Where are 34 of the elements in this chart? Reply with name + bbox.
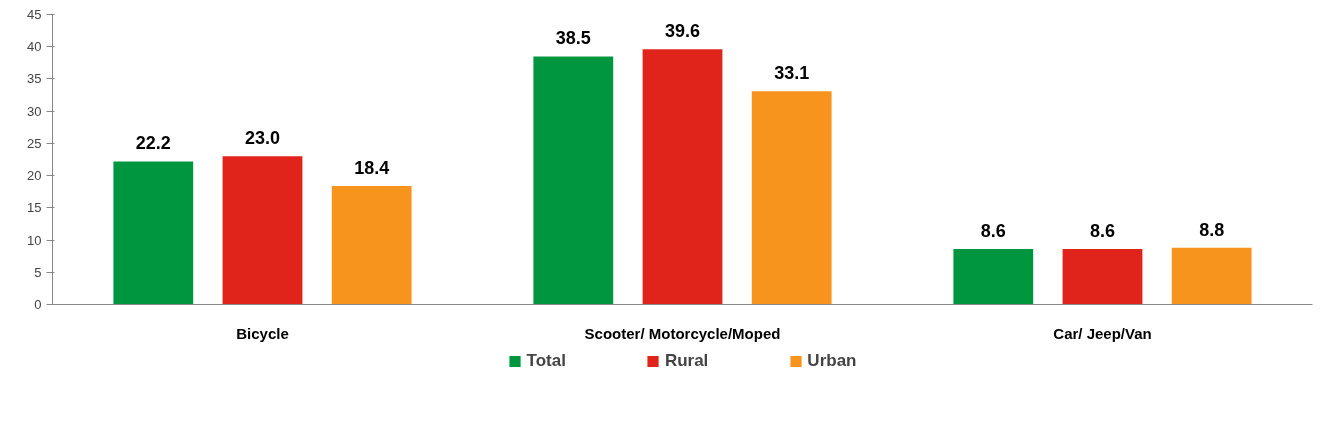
bar bbox=[1062, 249, 1143, 305]
y-tick-label: 30 bbox=[27, 103, 42, 119]
data-label: 38.5 bbox=[555, 28, 591, 49]
y-tick-label: 45 bbox=[27, 7, 42, 22]
bar bbox=[751, 91, 832, 305]
data-label: 8.8 bbox=[1199, 219, 1225, 240]
y-tick-label: 25 bbox=[27, 135, 42, 151]
legend-label: Total bbox=[526, 351, 566, 371]
bar bbox=[1171, 247, 1252, 305]
y-tick-label: 0 bbox=[34, 297, 42, 312]
data-label: 33.1 bbox=[774, 63, 810, 84]
legend-label: Urban bbox=[807, 351, 857, 371]
data-label: 8.6 bbox=[1089, 221, 1116, 242]
bar bbox=[113, 161, 194, 305]
y-tick-label: 40 bbox=[27, 39, 42, 55]
x-tick-label: Car/ Jeep/Van bbox=[1053, 324, 1152, 342]
bar bbox=[953, 249, 1034, 305]
y-tick-label: 10 bbox=[27, 232, 42, 248]
y-tick-label: 20 bbox=[27, 168, 42, 184]
y-tick-label: 5 bbox=[34, 264, 42, 280]
bar bbox=[222, 156, 303, 305]
y-tick-label: 35 bbox=[27, 71, 42, 87]
data-label: 8.6 bbox=[980, 221, 1006, 242]
data-label: 39.6 bbox=[664, 21, 701, 42]
x-tick-label: Bicycle bbox=[236, 324, 289, 342]
legend-label: Rural bbox=[664, 351, 709, 371]
y-tick-label: 15 bbox=[27, 200, 42, 216]
data-label: 22.2 bbox=[135, 133, 171, 154]
bar bbox=[331, 185, 412, 305]
bar bbox=[533, 56, 614, 305]
x-tick-label: Scooter/ Motorcycle/Moped bbox=[584, 324, 781, 342]
bar bbox=[642, 49, 723, 305]
data-label: 23.0 bbox=[244, 128, 281, 149]
data-label: 18.4 bbox=[354, 157, 390, 178]
